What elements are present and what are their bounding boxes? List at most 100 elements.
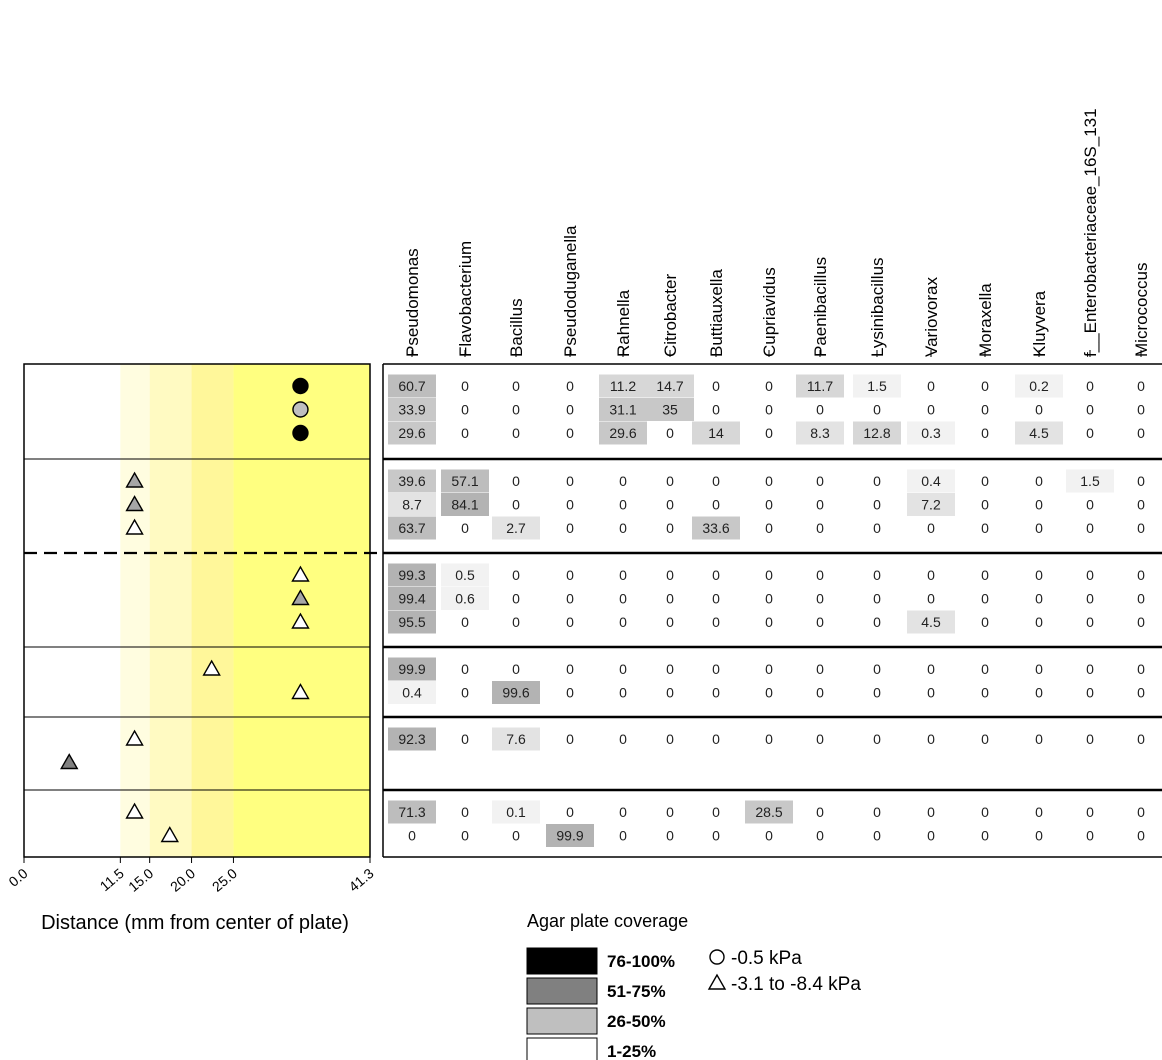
heatmap-value: 14 [708, 425, 724, 441]
heatmap-value: 0 [666, 473, 674, 489]
heatmap-value: 99.6 [502, 685, 529, 701]
genus-header: Lysinibacillus [868, 257, 887, 357]
heatmap-value: 0 [927, 685, 935, 701]
heatmap-value: 0 [765, 685, 773, 701]
heatmap-value: 0 [1035, 497, 1043, 513]
x-tick-label: 41.3 [345, 865, 376, 895]
triangle-marker [160, 826, 179, 843]
legend-marker-label: -3.1 to -8.4 kPa [731, 974, 861, 995]
heatmap-cell [388, 421, 436, 445]
heatmap-value: 0 [1086, 425, 1094, 441]
sample-markers [60, 377, 310, 843]
heatmap-cell [907, 610, 955, 634]
heatmap-value: 7.2 [921, 497, 941, 513]
heatmap-value: 0 [981, 828, 989, 844]
legend-items: 76-100% 51-75% 26-50% 1-25% -0.5 kPa -3.1 to … [526, 947, 861, 1060]
heatmap-value: 99.4 [398, 591, 425, 607]
heatmap-value: 0 [619, 828, 627, 844]
heatmap-value: 0 [461, 425, 469, 441]
heatmap-value: 33.9 [398, 402, 425, 418]
heatmap-value: 0 [619, 614, 627, 630]
heatmap-value: 0 [927, 567, 935, 583]
heatmap-cell [388, 374, 436, 398]
heatmap-value: 0 [512, 567, 520, 583]
x-axis-label: Distance (mm from center of plate) [41, 912, 349, 934]
heatmap-value: 0 [765, 378, 773, 394]
distance-band-3 [191, 364, 234, 857]
heatmap-value: 0 [712, 661, 720, 677]
heatmap-value: 8.7 [402, 497, 422, 513]
heatmap-cell [388, 398, 436, 421]
heatmap-value: 28.5 [755, 804, 782, 820]
heatmap-value: 0 [619, 731, 627, 747]
heatmap-value: 0 [765, 828, 773, 844]
heatmap-value: 0 [1035, 661, 1043, 677]
heatmap-value: 0 [873, 520, 881, 536]
x-tick-label: 0.0 [5, 865, 30, 890]
heatmap-value: 0 [816, 661, 824, 677]
genus-header: Paenibacillus [811, 257, 830, 357]
heatmap-value: 0 [1137, 828, 1145, 844]
heatmap-value: 0 [512, 661, 520, 677]
heatmap-cells: 60.7 0 0 0 11.2 14.7 0 0 11.7 1.5 0 0 0.2 0 0 33.9 0 0 0 31… [388, 374, 1145, 847]
legend: Agar plate coverage 76-100% 51-75% 26-50% 1… [526, 911, 861, 1060]
heatmap-value: 0 [666, 591, 674, 607]
heatmap-value: 0 [712, 731, 720, 747]
legend-swatch [526, 1037, 598, 1060]
heatmap-value: 0 [873, 731, 881, 747]
genus-header: f__Enterobacteriaceae_16S_131 [1081, 108, 1100, 357]
heatmap-value: 60.7 [398, 378, 425, 394]
x-tick-label: 25.0 [209, 865, 240, 895]
heatmap-separators [382, 363, 1162, 858]
heatmap-cell [646, 374, 694, 398]
genus-header: Kluyvera [1030, 290, 1049, 357]
heatmap-value: 4.5 [1029, 425, 1049, 441]
heatmap-value: 0 [619, 591, 627, 607]
heatmap-value: 0 [512, 402, 520, 418]
heatmap-cell [388, 800, 436, 824]
heatmap-value: 0 [712, 591, 720, 607]
heatmap-value: 0 [1086, 378, 1094, 394]
heatmap-value: 0 [1035, 591, 1043, 607]
heatmap-value: 0 [765, 731, 773, 747]
heatmap-value: 0 [566, 402, 574, 418]
heatmap-value: 0 [1086, 520, 1094, 536]
heatmap-value: 0 [512, 828, 520, 844]
heatmap-value: 4.5 [921, 614, 941, 630]
legend-triangle-icon [707, 973, 727, 990]
heatmap-value: 0 [461, 402, 469, 418]
heatmap-cell [441, 587, 489, 610]
genus-header: Bacillus [507, 298, 526, 357]
heatmap-value: 0 [1137, 567, 1145, 583]
heatmap-cell [388, 469, 436, 493]
heatmap-value: 0 [927, 591, 935, 607]
heatmap-value: 0 [666, 804, 674, 820]
heatmap-value: 0 [816, 685, 824, 701]
heatmap-value: 31.1 [609, 402, 636, 418]
triangle-marker [125, 518, 144, 535]
heatmap-value: 0 [461, 661, 469, 677]
distance-panel-frame [23, 363, 371, 858]
heatmap-value: 0 [873, 497, 881, 513]
heatmap-value: 0 [512, 591, 520, 607]
heatmap-value: 0 [927, 804, 935, 820]
heatmap-value: 0 [712, 402, 720, 418]
genus-header: Citrobacter [661, 274, 680, 357]
heatmap-value: 95.5 [398, 614, 425, 630]
heatmap-value: 0.4 [402, 685, 422, 701]
heatmap-cell [492, 516, 540, 540]
heatmap-value: 0.4 [921, 473, 941, 489]
heatmap-value: 0 [461, 828, 469, 844]
heatmap-value: 0 [1086, 804, 1094, 820]
heatmap-value: 0 [765, 402, 773, 418]
heatmap-value: 0 [1137, 614, 1145, 630]
circle-marker [292, 424, 309, 442]
heatmap-value: 0 [873, 402, 881, 418]
heatmap-cell [796, 374, 844, 398]
heatmap-value: 0 [873, 473, 881, 489]
heatmap-cell [796, 421, 844, 445]
heatmap-value: 0 [981, 661, 989, 677]
heatmap-value: 0 [873, 804, 881, 820]
heatmap-value: 0 [666, 828, 674, 844]
